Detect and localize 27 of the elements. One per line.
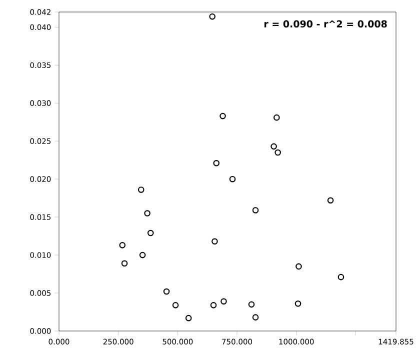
point bbox=[138, 186, 144, 193]
point bbox=[144, 210, 150, 216]
point bbox=[172, 302, 179, 308]
point bbox=[185, 314, 192, 322]
point bbox=[121, 260, 128, 267]
point bbox=[210, 302, 217, 308]
point bbox=[220, 112, 226, 120]
annotation: r = 0.090 - r^2 = 0.008 bbox=[264, 20, 387, 28]
point bbox=[119, 242, 126, 248]
point bbox=[296, 263, 302, 270]
point bbox=[147, 230, 154, 236]
point bbox=[252, 207, 259, 214]
point bbox=[270, 143, 277, 150]
point bbox=[209, 13, 216, 20]
point bbox=[294, 300, 302, 307]
point bbox=[212, 238, 218, 245]
point bbox=[252, 314, 259, 320]
point bbox=[327, 197, 334, 204]
point bbox=[274, 114, 280, 121]
point bbox=[139, 252, 146, 258]
point bbox=[229, 176, 236, 182]
point bbox=[213, 160, 220, 166]
point bbox=[248, 301, 255, 308]
point bbox=[338, 274, 344, 280]
point bbox=[274, 149, 281, 156]
point bbox=[220, 298, 227, 305]
point bbox=[163, 288, 170, 295]
